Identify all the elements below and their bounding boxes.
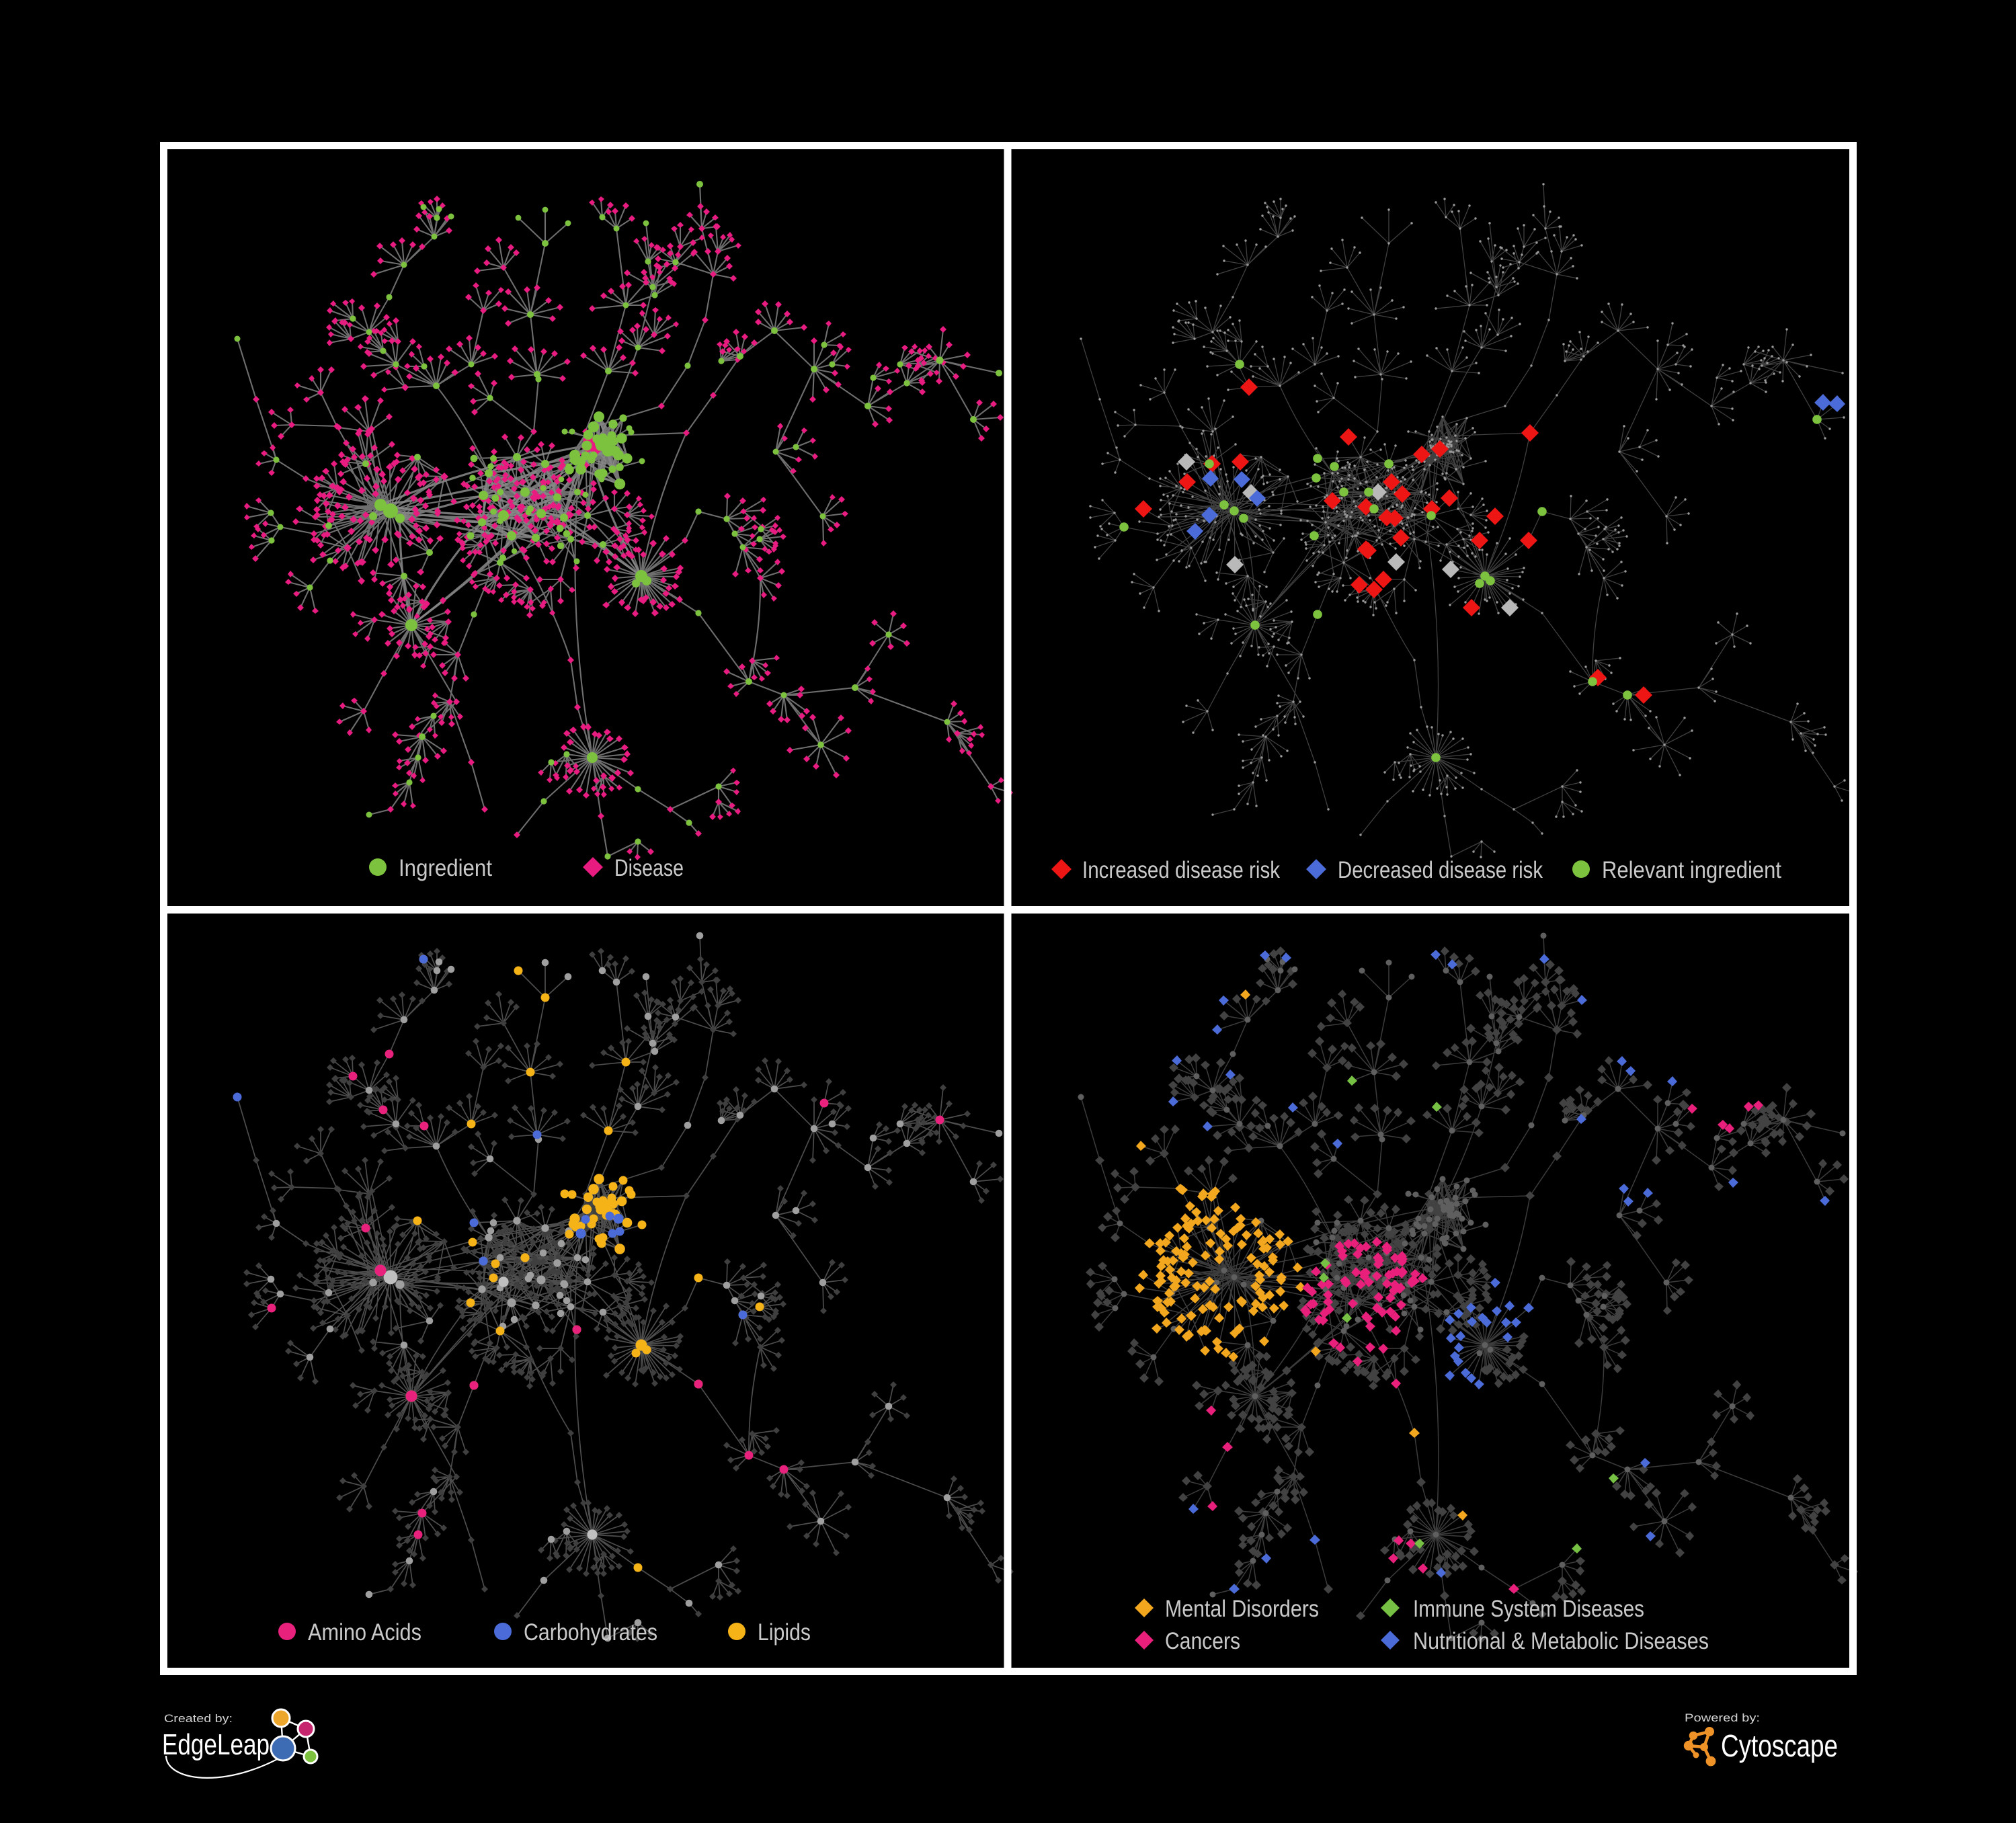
svg-text:Decreased disease risk: Decreased disease risk: [1338, 857, 1543, 883]
svg-text:Powered by:: Powered by:: [1685, 1711, 1760, 1724]
svg-text:Lipids: Lipids: [758, 1619, 811, 1646]
svg-text:Relevant ingredient: Relevant ingredient: [1602, 857, 1781, 883]
svg-text:Ingredient: Ingredient: [399, 855, 492, 881]
svg-text:Increased disease risk: Increased disease risk: [1082, 857, 1280, 883]
svg-text:Carbohydrates: Carbohydrates: [524, 1619, 657, 1646]
svg-text:Mental Disorders: Mental Disorders: [1165, 1596, 1319, 1622]
svg-text:Nutritional & Metabolic Diseas: Nutritional & Metabolic Diseases: [1413, 1628, 1709, 1654]
svg-text:Amino Acids: Amino Acids: [308, 1619, 421, 1646]
svg-text:Created by:: Created by:: [164, 1712, 233, 1725]
svg-text:Cytoscape: Cytoscape: [1721, 1728, 1838, 1763]
svg-text:EdgeLeap: EdgeLeap: [162, 1728, 270, 1761]
svg-text:Cancers: Cancers: [1165, 1628, 1240, 1654]
svg-text:Disease: Disease: [614, 855, 684, 881]
svg-text:Immune System Diseases: Immune System Diseases: [1413, 1596, 1644, 1622]
